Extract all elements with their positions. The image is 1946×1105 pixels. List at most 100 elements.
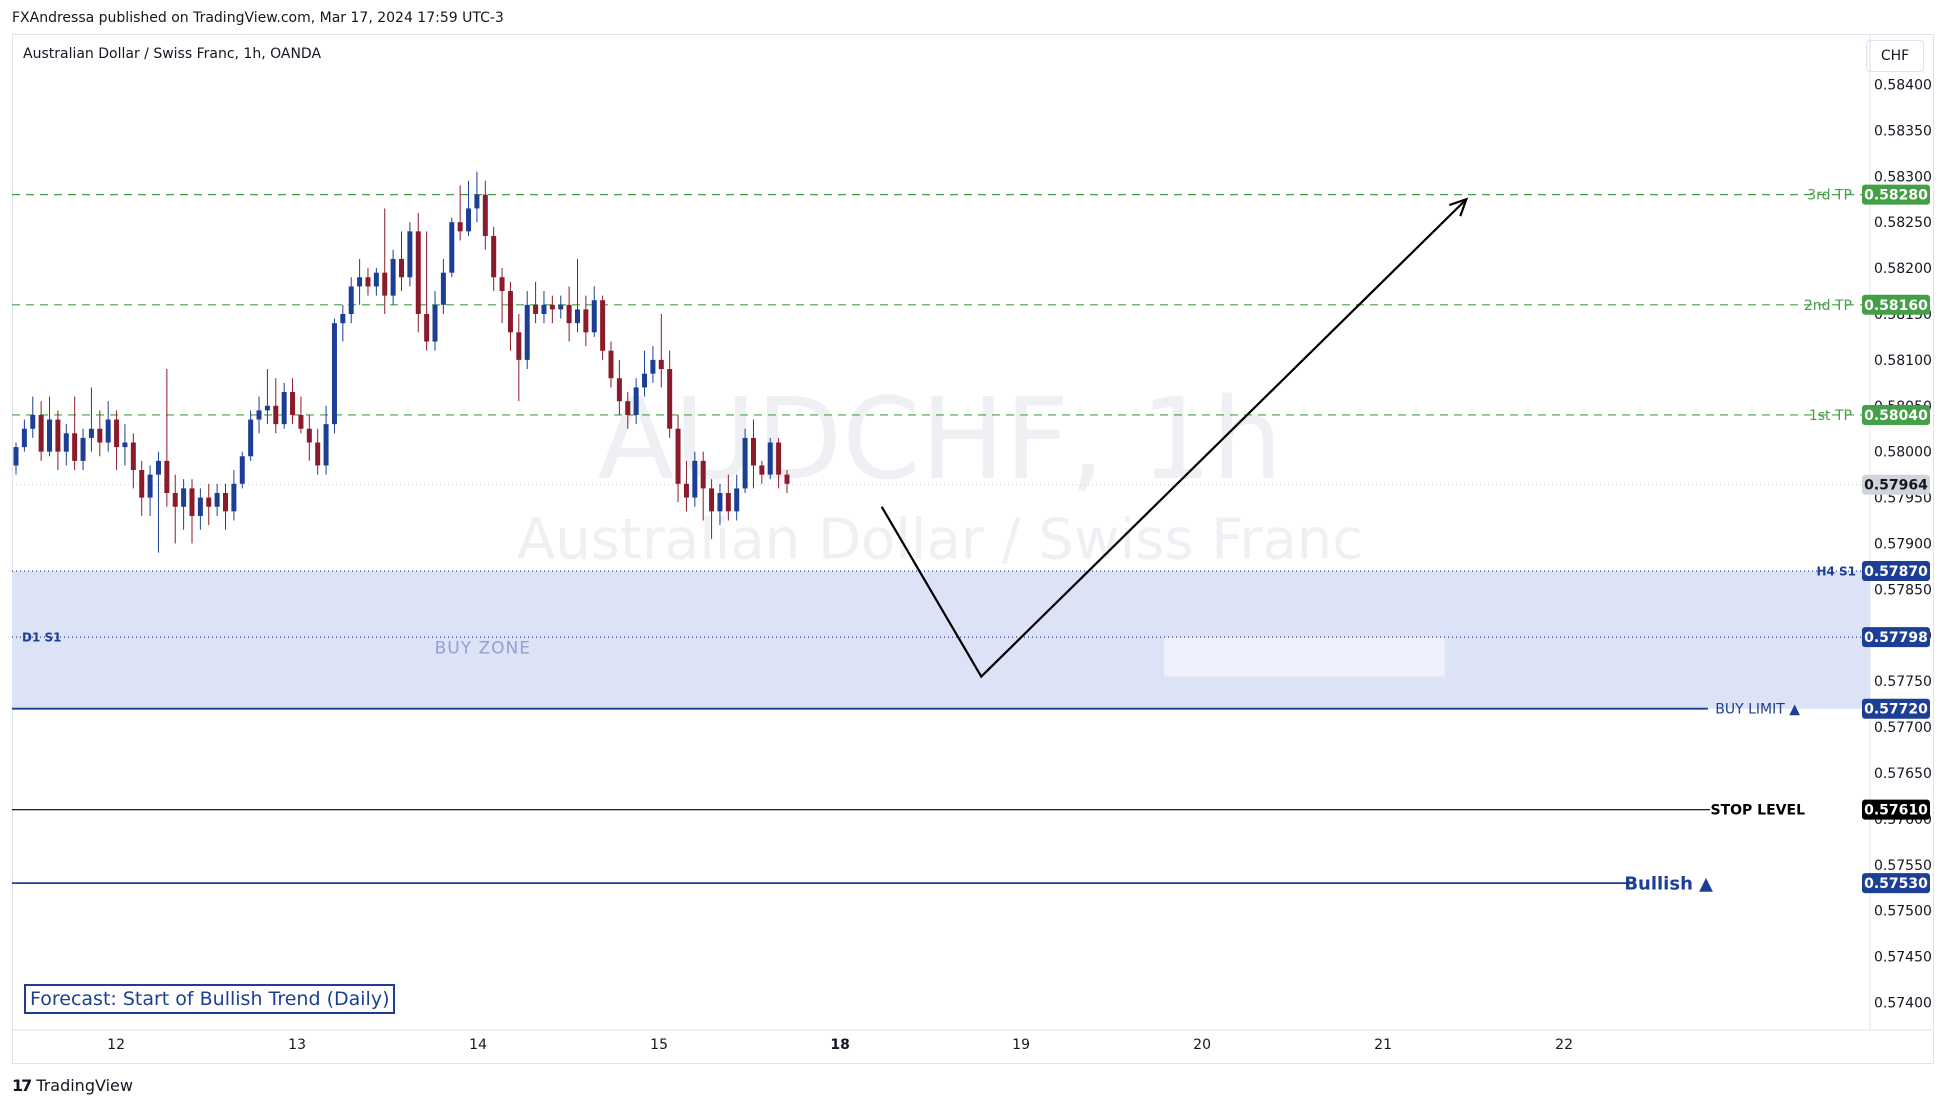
candle-body-22[interactable]	[197, 497, 203, 516]
candle-body-73[interactable]	[625, 401, 631, 415]
candle-body-16[interactable]	[147, 474, 153, 498]
candle-body-88[interactable]	[750, 437, 756, 466]
candle-body-64[interactable]	[549, 304, 555, 310]
candle-body-45[interactable]	[390, 258, 396, 296]
candle-body-38[interactable]	[331, 323, 337, 425]
candle-body-77[interactable]	[658, 359, 664, 370]
candle-body-35[interactable]	[306, 428, 312, 443]
candle-body-60[interactable]	[516, 332, 522, 360]
candle-body-13[interactable]	[122, 442, 128, 448]
candle-body-91[interactable]	[776, 442, 782, 475]
candle-body-78[interactable]	[667, 369, 673, 429]
candle-body-42[interactable]	[365, 277, 371, 287]
candle-body-17[interactable]	[155, 460, 161, 475]
candle-body-8[interactable]	[80, 437, 86, 461]
candle-body-2[interactable]	[30, 414, 36, 429]
candle-body-3[interactable]	[38, 414, 44, 452]
candle-body-33[interactable]	[290, 392, 296, 415]
candle-body-46[interactable]	[399, 258, 404, 278]
candle-body-34[interactable]	[298, 414, 304, 429]
candle-body-74[interactable]	[633, 387, 639, 415]
candle-body-67[interactable]	[574, 309, 580, 324]
forecast-annotation[interactable]: Forecast: Start of Bullish Trend (Daily)	[24, 984, 396, 1014]
candle-body-20[interactable]	[181, 488, 187, 507]
candle-body-12[interactable]	[114, 419, 120, 448]
candle-body-58[interactable]	[499, 277, 505, 292]
candle-body-84[interactable]	[717, 492, 723, 512]
candle-body-40[interactable]	[348, 286, 354, 314]
candle-body-87[interactable]	[742, 437, 748, 489]
candle-body-82[interactable]	[700, 460, 706, 489]
candle-body-86[interactable]	[734, 488, 740, 512]
candle-body-6[interactable]	[63, 433, 69, 452]
candle-body-5[interactable]	[55, 419, 61, 452]
candle-body-51[interactable]	[440, 272, 446, 305]
candle-body-9[interactable]	[88, 428, 94, 438]
candle-body-56[interactable]	[482, 194, 488, 236]
candle-body-65[interactable]	[558, 304, 564, 310]
candle-body-83[interactable]	[709, 488, 715, 512]
candle-body-81[interactable]	[692, 460, 698, 498]
candle-body-44[interactable]	[382, 272, 388, 296]
candle-body-68[interactable]	[583, 309, 589, 333]
time-axis: 12131415181920212225	[107, 1037, 1573, 1053]
candle-body-23[interactable]	[206, 497, 212, 507]
candle-body-28[interactable]	[248, 419, 254, 457]
candle-body-32[interactable]	[281, 392, 287, 425]
candle-body-25[interactable]	[223, 492, 229, 512]
candle-body-63[interactable]	[541, 304, 547, 314]
tradingview-footer[interactable]: 17 TradingView	[12, 1076, 133, 1095]
candle-body-49[interactable]	[424, 313, 430, 342]
candle-body-21[interactable]	[189, 488, 195, 516]
candle-body-30[interactable]	[264, 405, 270, 411]
symbol-title[interactable]: Australian Dollar / Swiss Franc, 1h, OAN…	[23, 46, 322, 62]
candle-body-54[interactable]	[466, 208, 472, 232]
candle-body-57[interactable]	[491, 235, 497, 278]
candle-body-89[interactable]	[759, 465, 765, 475]
candle-body-26[interactable]	[231, 483, 237, 512]
candle-body-18[interactable]	[164, 460, 170, 493]
candle-body-7[interactable]	[72, 433, 78, 461]
candle-body-0[interactable]	[13, 447, 19, 466]
candle-body-70[interactable]	[600, 300, 606, 351]
candle-body-31[interactable]	[273, 405, 279, 425]
candle-body-62[interactable]	[533, 304, 539, 314]
candle-body-29[interactable]	[256, 410, 262, 420]
candle-body-27[interactable]	[239, 456, 245, 484]
candle-body-53[interactable]	[457, 222, 463, 232]
candle-body-15[interactable]	[139, 470, 145, 498]
candle-body-11[interactable]	[105, 419, 111, 443]
candle-body-90[interactable]	[767, 442, 773, 475]
candle-body-59[interactable]	[507, 291, 513, 333]
candle-body-92[interactable]	[784, 474, 790, 484]
candle-body-10[interactable]	[97, 428, 103, 443]
candle-body-4[interactable]	[47, 419, 53, 452]
candle-body-66[interactable]	[566, 304, 572, 324]
projection-path[interactable]	[880, 198, 1468, 679]
candle-body-24[interactable]	[214, 492, 220, 507]
candle-body-85[interactable]	[725, 492, 731, 512]
candle-body-39[interactable]	[340, 313, 346, 324]
candle-body-61[interactable]	[524, 304, 530, 360]
candle-body-71[interactable]	[608, 350, 614, 379]
candle-body-37[interactable]	[323, 424, 329, 466]
candle-body-75[interactable]	[642, 373, 648, 388]
candle-body-76[interactable]	[650, 359, 656, 374]
candle-body-43[interactable]	[373, 272, 379, 287]
candle-body-1[interactable]	[21, 428, 27, 448]
candle-body-47[interactable]	[407, 231, 413, 278]
candle-body-69[interactable]	[591, 300, 597, 333]
candle-body-55[interactable]	[474, 194, 480, 209]
candle-body-41[interactable]	[357, 277, 363, 287]
currency-button[interactable]: CHF	[1866, 40, 1924, 72]
candle-body-14[interactable]	[130, 442, 136, 471]
candle-body-80[interactable]	[683, 483, 689, 498]
candle-body-79[interactable]	[675, 428, 681, 484]
candle-body-72[interactable]	[616, 378, 622, 402]
candle-body-52[interactable]	[449, 222, 455, 273]
candle-body-48[interactable]	[415, 231, 421, 314]
candle-body-19[interactable]	[172, 492, 178, 507]
candle-body-50[interactable]	[432, 304, 438, 342]
candle-body-36[interactable]	[315, 442, 321, 466]
